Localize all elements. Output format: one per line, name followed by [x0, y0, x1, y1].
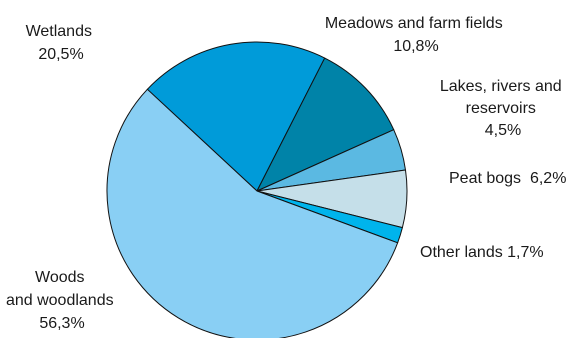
label-woods-line1: Woods	[35, 269, 85, 286]
pie-slices	[106, 41, 408, 338]
pie-slice-woods-and-woodlands	[106, 88, 399, 338]
label-meadows-value: 10,8%	[393, 38, 438, 55]
label-wetlands: Wetlands 20,5%	[26, 23, 97, 63]
label-lakes-value: 4,5%	[485, 122, 521, 139]
label-woods-value: 56,3%	[39, 315, 84, 332]
label-wetlands-name: Wetlands	[26, 23, 92, 40]
label-peat-bogs: Peat bogs 6,2%	[449, 170, 566, 187]
label-meadows: Meadows and farm fields 10,8%	[325, 15, 507, 55]
pie-slice-meadows-and-farm-fields	[256, 57, 395, 192]
label-woods-line2: and woodlands	[6, 292, 114, 309]
label-other-lands: Other lands 1,7%	[420, 244, 544, 261]
label-lakes-line1: Lakes, rivers and	[440, 78, 562, 95]
label-lakes-line2: reservoirs	[466, 100, 536, 117]
pie-slice-wetlands	[146, 41, 326, 192]
label-meadows-name: Meadows and farm fields	[325, 15, 503, 32]
label-wetlands-value: 20,5%	[38, 46, 83, 63]
label-lakes: Lakes, rivers and reservoirs 4,5%	[440, 78, 566, 139]
label-woods: Woods and woodlands 56,3%	[6, 269, 118, 332]
